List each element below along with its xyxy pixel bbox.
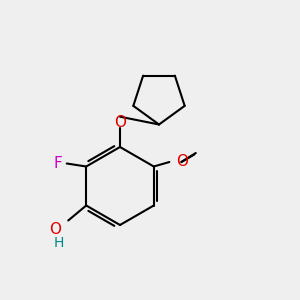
Text: O: O	[49, 222, 61, 237]
Text: O: O	[176, 154, 188, 169]
Text: O: O	[114, 115, 126, 130]
Text: H: H	[53, 236, 64, 250]
Text: F: F	[53, 156, 62, 171]
